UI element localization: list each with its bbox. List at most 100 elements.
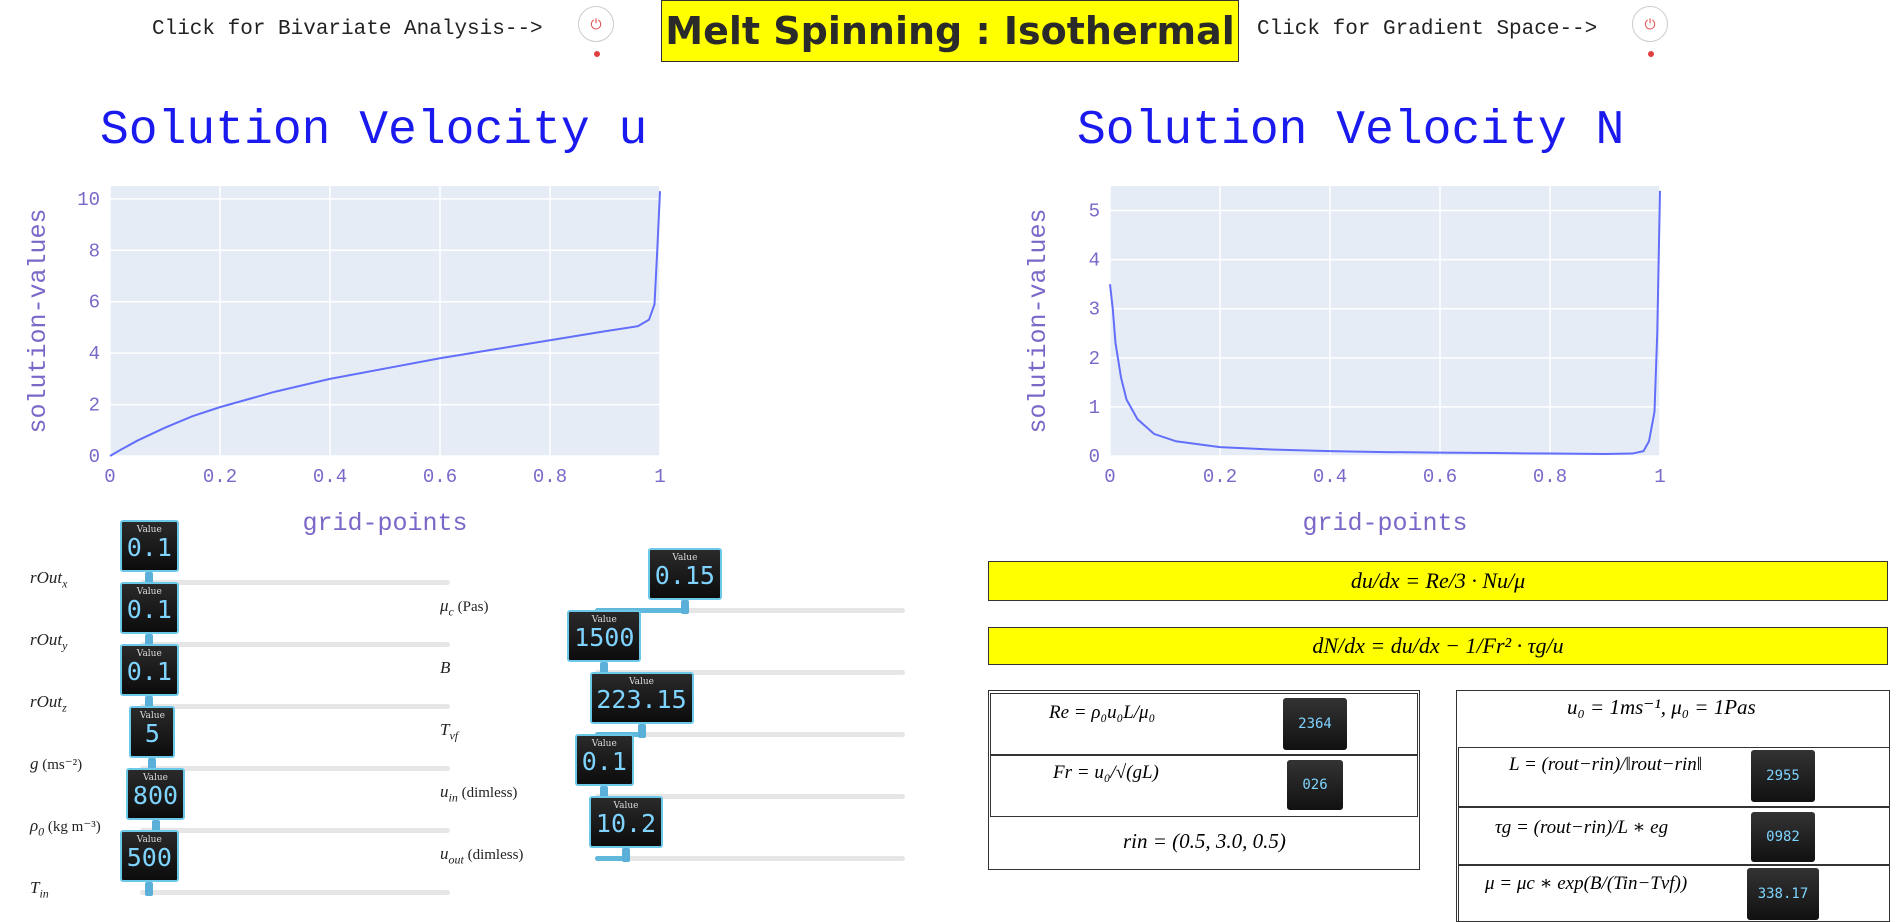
slider-track[interactable] [140, 828, 450, 833]
slider-unit: (dimless) [463, 847, 524, 863]
plot-area[interactable] [1110, 186, 1660, 456]
equation-du-dx: du/dx = Re/3 · Nu/μ [988, 561, 1888, 601]
slider-value: 0.1 [581, 747, 627, 776]
slider-track[interactable] [140, 642, 450, 647]
slider-value: 10.2 [595, 809, 657, 838]
length-row: L = (rout−rin)/‖rout−rin‖ 2955 [1458, 747, 1890, 807]
slider-handle[interactable] [600, 662, 609, 676]
gradient-space-label: Click for Gradient Space--> [1257, 18, 1598, 41]
slider-value: 1500 [574, 623, 635, 652]
power-icon: ⏻ [578, 6, 614, 42]
value-caption: Value [136, 835, 162, 845]
slider-handle[interactable] [600, 786, 609, 800]
slider-track[interactable] [595, 856, 905, 861]
bivariate-analysis-button[interactable]: ⏻ [578, 6, 614, 42]
slider-track[interactable] [595, 608, 905, 613]
value-caption: Value [136, 649, 162, 659]
y-tick-label: 1 [1089, 397, 1100, 419]
slider-value: 0.15 [654, 561, 715, 590]
slider-track[interactable] [595, 794, 905, 799]
x-tick-label: 0 [1104, 466, 1115, 488]
x-tick-label: 0 [104, 466, 115, 488]
x-tick-label: 0.2 [203, 466, 237, 488]
viscosity-value: 338.17 [1747, 868, 1819, 920]
slider-value-tooltip: Value 0.1 [574, 734, 634, 786]
y-tick-label: 4 [89, 343, 100, 365]
slider-fill [595, 856, 626, 861]
value-caption: Value [142, 773, 169, 783]
slider-label-subscript: vf [449, 728, 459, 743]
x-tick-label: 0.4 [313, 466, 347, 488]
slider-handle[interactable] [622, 848, 630, 862]
x-tick-label: 1 [654, 466, 665, 488]
reynolds-row: Re = ρ₀u₀L/μ₀ 2364 [990, 693, 1418, 755]
slider-value: 223.15 [596, 685, 687, 714]
power-icon: ⏻ [1632, 6, 1668, 42]
slider-label-subscript: out [448, 852, 464, 867]
slider-value: 500 [126, 843, 172, 872]
slider-handle[interactable] [148, 758, 157, 772]
x-tick-label: 0.8 [1533, 466, 1567, 488]
viscosity-formula: μ = μc ∗ exp(B/(Tin−Tvf)) [1485, 873, 1688, 894]
page-title: Melt Spinning : Isothermal [661, 0, 1239, 62]
slider-track[interactable] [140, 766, 450, 771]
value-caption: Value [136, 525, 162, 535]
slider-handle[interactable] [145, 882, 154, 896]
slider-label: μc (Pas) [440, 596, 489, 619]
value-caption: Value [613, 801, 639, 811]
velocity-n-chart[interactable]: 0 0.2 0.4 0.6 0.8 1 0 1 2 3 4 5 grid-points solution-… [1000, 170, 1700, 540]
y-axis-label: solution-values [24, 208, 53, 433]
slider-handle[interactable] [680, 600, 689, 614]
slider-value: 800 [132, 781, 179, 810]
slider-track[interactable] [595, 670, 905, 675]
slider-value-tooltip: Value 0.15 [647, 548, 722, 600]
slider-label: Tvf [440, 720, 459, 743]
slider-handle[interactable] [145, 572, 154, 586]
y-tick-label: 6 [89, 292, 100, 314]
slider-value-tooltip: Value 0.1 [119, 582, 179, 634]
slider-track[interactable] [140, 704, 450, 709]
froude-row: Fr = u₀/√(gL) 026 [990, 755, 1418, 817]
slider-track[interactable] [140, 580, 450, 585]
slider-handle[interactable] [145, 634, 154, 648]
y-tick-label: 0 [1089, 446, 1100, 468]
y-tick-label: 2 [1089, 348, 1100, 370]
series-line[interactable] [109, 191, 661, 457]
x-tick-label: 0.8 [533, 466, 567, 488]
slider-handle[interactable] [151, 820, 160, 834]
value-caption: Value [591, 615, 617, 625]
x-tick-label: 0.4 [1313, 466, 1347, 488]
slider-unit: (ms⁻²) [38, 757, 83, 773]
x-tick-label: 0.6 [423, 466, 457, 488]
status-dot-icon [594, 51, 600, 57]
equation-dn-dx: dN/dx = du/dx − 1/Fr² · τg/u [988, 627, 1888, 665]
slider-value-tooltip: Value 1500 [567, 610, 642, 662]
length-formula: L = (rout−rin)/‖rout−rin‖ [1509, 754, 1703, 775]
slider-track[interactable] [140, 890, 450, 895]
series-line[interactable] [1109, 190, 1661, 456]
reynolds-value: 2364 [1283, 698, 1347, 750]
bivariate-analysis-label: Click for Bivariate Analysis--> [152, 18, 543, 41]
slider-value: 0.1 [126, 533, 172, 562]
u0-formula: u₀ = 1ms⁻¹, μ₀ = 1Pas [1567, 695, 1756, 719]
tau-value: 0982 [1751, 812, 1815, 862]
slider-label-subscript: in [39, 886, 49, 901]
value-caption: Value [628, 677, 655, 687]
gradient-space-button[interactable]: ⏻ [1632, 6, 1668, 42]
slider-label: Tin [30, 878, 49, 901]
tau-formula: τg = (rout−rin)/L ∗ eg [1495, 817, 1669, 838]
x-tick-label: 0.6 [1423, 466, 1457, 488]
slider-handle[interactable] [145, 696, 154, 710]
plot-area[interactable] [110, 186, 660, 456]
y-tick-label: 5 [1089, 201, 1100, 223]
slider-value-tooltip: Value 10.2 [589, 796, 663, 848]
slider-handle[interactable] [637, 724, 646, 738]
y-tick-label: 3 [1089, 299, 1100, 321]
slider-value-tooltip: Value 223.15 [589, 672, 694, 724]
y-tick-label: 2 [89, 395, 100, 417]
slider-value: 5 [144, 719, 160, 748]
velocity-u-chart[interactable]: 0 0.2 0.4 0.6 0.8 10246810grid-pointssolution… [0, 170, 700, 540]
slider-label-subscript: c [448, 604, 454, 619]
slider-value-tooltip: Value 500 [119, 830, 179, 882]
slider-value: 0.1 [126, 657, 172, 686]
